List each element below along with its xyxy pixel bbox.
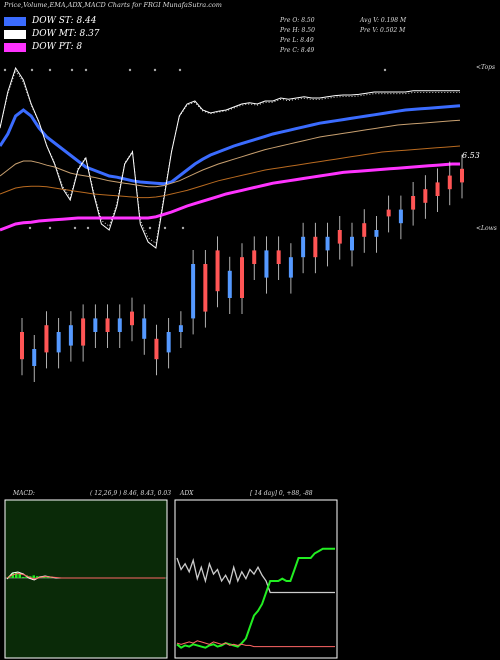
lows-marker-5: [163, 226, 167, 230]
macd-title: MACD:: [13, 490, 35, 497]
candle-body-20: [264, 250, 269, 278]
price-chart: [0, 66, 464, 382]
dow-st-line: [0, 104, 461, 186]
candle-body-28: [362, 223, 367, 237]
candle-body-14: [191, 264, 196, 319]
info-avg-volume: Avg V: 0.198 M: [360, 17, 407, 24]
legend-label-mt: DOW MT: 8.37: [32, 29, 100, 39]
tops-marker-label: <Tops: [476, 64, 496, 71]
candle-body-34: [435, 182, 440, 196]
legend-swatch-mt: [4, 29, 26, 39]
candle-body-6: [93, 318, 98, 332]
candle-body-0: [20, 332, 24, 360]
candle-body-17: [227, 270, 232, 298]
adx-line-0: [176, 557, 335, 594]
macd-panel-background: [4, 499, 168, 659]
candle-body-36: [460, 168, 464, 183]
candle-body-21: [276, 250, 281, 264]
candle-body-32: [411, 196, 416, 210]
candle-body-13: [178, 325, 183, 332]
ema-line-2: [0, 145, 461, 199]
candle-body-31: [398, 209, 403, 224]
info-pre-volume: Pre V: 0.502 M: [360, 27, 406, 34]
legend-dow-st: DOW ST: 8.44: [4, 15, 97, 27]
legend-dow-pt: DOW PT: 8: [4, 41, 82, 53]
candle-body-1: [32, 349, 37, 366]
macd-chart: [4, 499, 168, 659]
lows-marker-1: [48, 226, 52, 230]
lows-marker-label: <Lows: [476, 225, 497, 232]
macd-hist-bar-7: [32, 575, 35, 578]
candle-body-25: [325, 236, 330, 251]
tops-marker-0: [3, 68, 7, 72]
legend-dow-mt: DOW MT: 8.37: [4, 28, 100, 40]
candle-body-26: [337, 230, 342, 244]
candle-body-5: [81, 318, 86, 346]
lows-marker-3: [86, 226, 90, 230]
legend-label-st: DOW ST: 8.44: [32, 16, 97, 26]
info-close: Pre C: 8.49: [280, 47, 315, 54]
macd-line-1: [6, 572, 165, 580]
lows-marker-0: [28, 226, 32, 230]
candle-body-27: [350, 236, 354, 251]
candle-body-29: [374, 230, 379, 237]
macd-hist-bar-2: [15, 572, 18, 578]
info-high: Pre H: 8.50: [280, 27, 315, 34]
candle-body-19: [252, 250, 257, 264]
tops-marker-4: [84, 68, 88, 72]
dow-pt-line: [0, 162, 460, 232]
tops-marker-7: [178, 68, 182, 72]
macd-params: ( 12,26,9 ) 8.46, 8.43, 0.03: [90, 490, 172, 497]
candle-body-33: [423, 189, 428, 203]
candle-body-2: [44, 325, 49, 353]
macd-hist-bar-8: [36, 576, 39, 578]
lows-marker-2: [73, 226, 77, 230]
candle-body-4: [68, 325, 73, 346]
candle-body-22: [288, 257, 293, 278]
macd-hist-bar-4: [22, 577, 25, 578]
lows-marker-4: [148, 226, 152, 230]
candle-body-30: [386, 209, 391, 217]
adx-line-1: [176, 547, 335, 649]
candle-body-10: [142, 318, 147, 339]
tops-marker-3: [70, 68, 74, 72]
adx-params: [ 14 day] 0, +88, -88: [250, 490, 313, 497]
tops-marker-8: [383, 68, 387, 72]
candle-body-3: [56, 332, 61, 353]
candle-body-9: [130, 311, 134, 326]
macd-hist-bar-10: [43, 577, 46, 578]
dow-mt-line: [0, 66, 460, 249]
macd-hist-bar-11: [46, 577, 49, 578]
candle-body-11: [154, 338, 159, 360]
tops-marker-6: [153, 68, 157, 72]
adx-line-2: [176, 640, 335, 648]
candle-body-15: [203, 264, 208, 312]
candle-body-7: [105, 318, 110, 332]
price-level-label: 6.53: [462, 151, 480, 160]
tops-marker-5: [128, 68, 132, 72]
tops-marker-2: [48, 68, 52, 72]
macd-hist-bar-1: [11, 573, 14, 578]
tops-marker-1: [30, 68, 34, 72]
adx-title: ADX: [180, 490, 194, 497]
adx-panel-background: [174, 499, 338, 659]
chart-title: Price,Volume,EMA,ADX,MACD Charts for FRG…: [4, 1, 222, 9]
info-open: Pre O: 8.50: [280, 17, 315, 24]
macd-hist-bar-3: [18, 573, 21, 578]
candle-body-24: [313, 236, 318, 258]
candle-body-18: [240, 257, 244, 298]
legend-swatch-st: [4, 16, 26, 26]
candle-body-12: [166, 332, 171, 353]
info-low: Pre L: 8.49: [280, 37, 314, 44]
adx-chart: [174, 499, 338, 659]
lows-marker-6: [181, 226, 185, 230]
legend-label-pt: DOW PT: 8: [32, 42, 83, 52]
candle-body-35: [447, 175, 452, 190]
candle-body-23: [301, 236, 306, 258]
legend-swatch-pt: [4, 42, 26, 52]
candle-body-16: [215, 250, 220, 292]
candle-body-8: [117, 318, 122, 332]
